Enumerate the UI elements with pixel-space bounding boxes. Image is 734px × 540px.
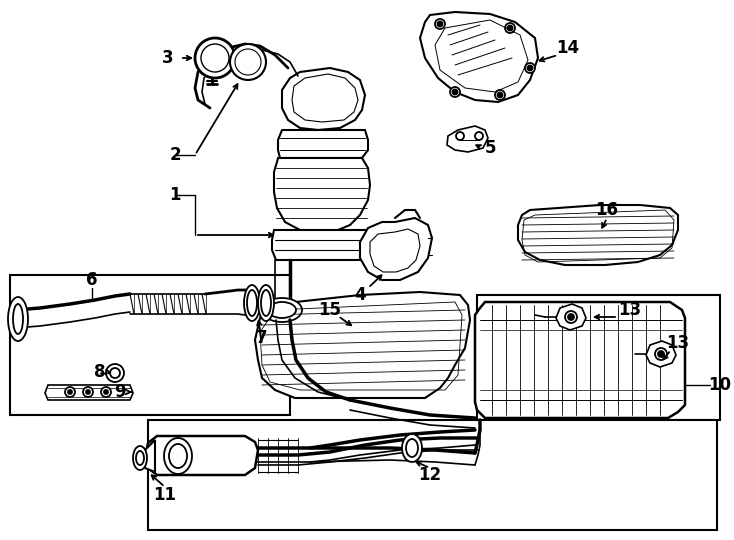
Text: 1: 1 xyxy=(170,186,181,204)
Circle shape xyxy=(450,87,460,97)
Ellipse shape xyxy=(164,438,192,474)
Text: 3: 3 xyxy=(162,49,174,67)
Circle shape xyxy=(195,38,235,78)
Ellipse shape xyxy=(261,290,271,316)
Text: 13: 13 xyxy=(619,301,642,319)
Bar xyxy=(477,295,720,420)
Circle shape xyxy=(110,368,120,378)
Polygon shape xyxy=(420,12,538,102)
Polygon shape xyxy=(370,229,420,272)
Circle shape xyxy=(230,44,266,80)
Circle shape xyxy=(505,23,515,33)
Text: 13: 13 xyxy=(666,334,689,352)
Circle shape xyxy=(201,44,229,72)
Polygon shape xyxy=(518,205,678,265)
Ellipse shape xyxy=(406,439,418,457)
Text: 16: 16 xyxy=(595,201,619,219)
Circle shape xyxy=(495,90,505,100)
Circle shape xyxy=(452,90,457,94)
Circle shape xyxy=(437,22,443,26)
Circle shape xyxy=(235,49,261,75)
Polygon shape xyxy=(255,292,470,398)
Circle shape xyxy=(528,65,532,71)
Polygon shape xyxy=(140,440,155,472)
Polygon shape xyxy=(646,341,676,367)
Polygon shape xyxy=(278,130,368,158)
Circle shape xyxy=(456,132,464,140)
Circle shape xyxy=(106,364,124,382)
Circle shape xyxy=(498,92,503,98)
Circle shape xyxy=(565,311,577,323)
Polygon shape xyxy=(447,126,488,152)
Polygon shape xyxy=(272,230,372,260)
Text: 11: 11 xyxy=(153,486,176,504)
Ellipse shape xyxy=(13,304,23,334)
Bar xyxy=(148,420,717,530)
Text: 12: 12 xyxy=(418,466,442,484)
Circle shape xyxy=(68,390,72,394)
Circle shape xyxy=(568,314,574,320)
Circle shape xyxy=(86,390,90,394)
Text: 6: 6 xyxy=(87,271,98,289)
Text: 5: 5 xyxy=(484,139,495,157)
Polygon shape xyxy=(145,436,258,475)
Ellipse shape xyxy=(268,302,296,318)
Circle shape xyxy=(435,19,445,29)
Polygon shape xyxy=(274,158,370,232)
Text: 7: 7 xyxy=(256,329,268,347)
Polygon shape xyxy=(45,385,133,400)
Ellipse shape xyxy=(258,285,274,321)
Text: 14: 14 xyxy=(556,39,580,57)
Text: 10: 10 xyxy=(708,376,732,394)
Ellipse shape xyxy=(136,451,144,465)
Circle shape xyxy=(65,387,75,397)
Text: 8: 8 xyxy=(94,363,106,381)
Circle shape xyxy=(655,348,667,360)
Circle shape xyxy=(475,132,483,140)
Ellipse shape xyxy=(133,446,147,470)
Ellipse shape xyxy=(8,297,28,341)
Polygon shape xyxy=(360,218,432,280)
Circle shape xyxy=(658,351,664,357)
Circle shape xyxy=(83,387,93,397)
Ellipse shape xyxy=(244,285,260,321)
Text: 15: 15 xyxy=(319,301,341,319)
Text: 4: 4 xyxy=(355,286,366,304)
Bar xyxy=(10,275,290,415)
Polygon shape xyxy=(556,304,586,330)
Circle shape xyxy=(507,25,512,30)
Text: 2: 2 xyxy=(170,146,181,164)
Text: 9: 9 xyxy=(115,383,126,401)
Ellipse shape xyxy=(262,298,302,322)
Polygon shape xyxy=(292,74,358,122)
Ellipse shape xyxy=(402,434,422,462)
Polygon shape xyxy=(282,68,365,130)
Polygon shape xyxy=(475,302,685,418)
Ellipse shape xyxy=(247,290,257,316)
Ellipse shape xyxy=(169,444,187,468)
Circle shape xyxy=(101,387,111,397)
Circle shape xyxy=(525,63,535,73)
Circle shape xyxy=(104,390,108,394)
